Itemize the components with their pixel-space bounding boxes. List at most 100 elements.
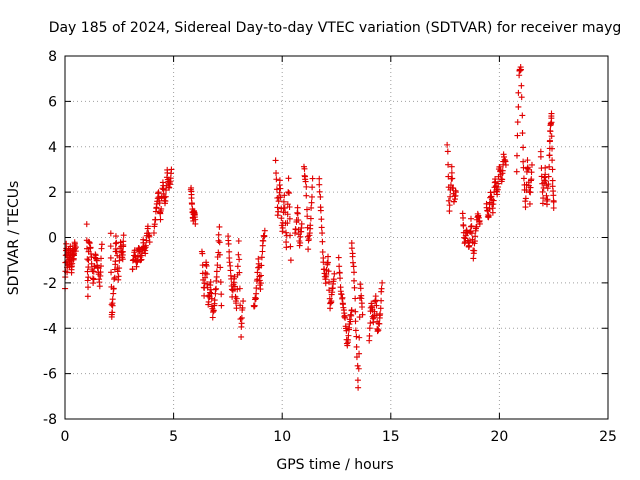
x-tick-label: 25 bbox=[599, 429, 617, 445]
data-point bbox=[526, 200, 533, 207]
data-point bbox=[67, 243, 74, 250]
data-point bbox=[359, 311, 366, 318]
data-point bbox=[213, 268, 220, 275]
data-point bbox=[252, 294, 259, 301]
data-point bbox=[87, 244, 94, 251]
data-point bbox=[543, 201, 550, 208]
data-point bbox=[476, 220, 483, 227]
data-point bbox=[238, 333, 245, 340]
y-tick-label: -6 bbox=[43, 367, 57, 383]
data-point bbox=[326, 279, 333, 286]
data-point bbox=[467, 223, 474, 230]
data-point bbox=[353, 354, 360, 361]
data-point bbox=[520, 144, 527, 151]
data-point bbox=[349, 253, 356, 260]
data-point bbox=[216, 223, 223, 230]
data-point bbox=[524, 157, 531, 164]
data-point bbox=[540, 195, 547, 202]
data-point bbox=[460, 214, 467, 221]
data-point bbox=[298, 220, 305, 227]
data-point bbox=[215, 231, 222, 238]
data-point bbox=[85, 257, 92, 264]
data-point bbox=[215, 237, 222, 244]
data-point bbox=[309, 184, 316, 191]
data-point bbox=[537, 148, 544, 155]
data-point bbox=[199, 250, 206, 257]
data-point bbox=[240, 298, 247, 305]
data-point bbox=[85, 238, 92, 245]
grid bbox=[65, 56, 608, 419]
data-point bbox=[527, 184, 534, 191]
data-point bbox=[546, 137, 553, 144]
x-tick-label: 10 bbox=[273, 429, 291, 445]
data-point bbox=[225, 240, 232, 247]
data-point bbox=[113, 248, 120, 255]
data-point bbox=[297, 239, 304, 246]
data-point bbox=[318, 216, 325, 223]
data-point bbox=[331, 270, 338, 277]
data-point bbox=[257, 286, 264, 293]
data-point bbox=[352, 318, 359, 325]
data-point bbox=[112, 240, 119, 247]
data-point bbox=[444, 141, 451, 148]
data-point bbox=[84, 256, 91, 263]
data-point bbox=[111, 274, 118, 281]
data-point bbox=[513, 168, 520, 175]
data-point bbox=[520, 175, 527, 182]
data-point bbox=[308, 193, 315, 200]
data-point bbox=[522, 198, 529, 205]
x-tick-label: 0 bbox=[61, 429, 70, 445]
data-point bbox=[514, 132, 521, 139]
data-point bbox=[142, 242, 149, 249]
data-point bbox=[348, 312, 355, 319]
data-point bbox=[212, 286, 219, 293]
data-point bbox=[236, 269, 243, 276]
data-point bbox=[257, 280, 264, 287]
data-point bbox=[451, 198, 458, 205]
chart-title: Day 185 of 2024, Sidereal Day-to-day VTE… bbox=[49, 20, 622, 36]
data-point bbox=[490, 197, 497, 204]
data-point bbox=[239, 304, 246, 311]
data-point bbox=[207, 278, 214, 285]
data-point bbox=[550, 192, 557, 199]
data-point bbox=[259, 248, 266, 255]
data-point bbox=[217, 264, 224, 271]
data-point bbox=[218, 291, 225, 298]
x-axis-label: GPS time / hours bbox=[276, 457, 393, 473]
data-point bbox=[514, 119, 521, 126]
data-point bbox=[338, 291, 345, 298]
data-point bbox=[279, 224, 286, 231]
y-tick-label: 2 bbox=[48, 185, 57, 201]
data-point bbox=[549, 145, 556, 152]
data-point bbox=[233, 305, 240, 312]
data-point bbox=[226, 259, 233, 266]
data-point bbox=[155, 194, 162, 201]
data-point bbox=[84, 293, 91, 300]
data-point bbox=[473, 223, 480, 230]
data-point bbox=[158, 205, 165, 212]
data-point bbox=[319, 230, 326, 237]
data-point bbox=[547, 120, 554, 127]
data-point bbox=[287, 243, 294, 250]
data-point bbox=[318, 224, 325, 231]
data-point bbox=[470, 255, 477, 262]
data-point bbox=[207, 289, 213, 296]
data-point bbox=[445, 197, 452, 204]
data-point bbox=[352, 308, 359, 315]
data-point bbox=[468, 230, 475, 237]
data-point bbox=[142, 250, 149, 257]
data-point bbox=[325, 268, 332, 275]
data-point bbox=[72, 248, 79, 255]
data-point bbox=[204, 284, 211, 291]
y-tick-label: 6 bbox=[48, 94, 57, 110]
data-point bbox=[287, 257, 294, 264]
data-point bbox=[235, 251, 242, 258]
data-point bbox=[238, 314, 245, 321]
data-point bbox=[549, 177, 556, 184]
data-point bbox=[285, 175, 292, 182]
data-point bbox=[213, 285, 220, 292]
data-point bbox=[274, 204, 281, 211]
data-point bbox=[283, 239, 290, 246]
data-point bbox=[203, 271, 210, 278]
